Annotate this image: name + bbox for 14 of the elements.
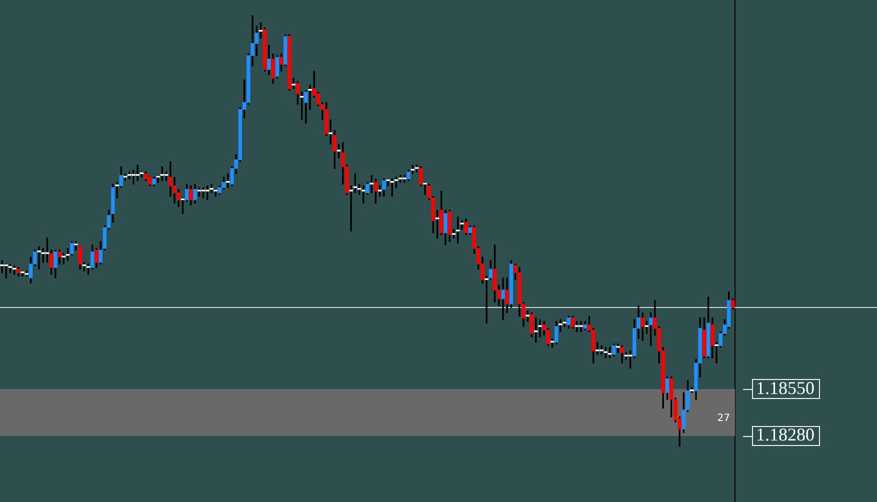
candlestick (714, 342, 718, 364)
candlestick (579, 321, 583, 332)
candlestick (600, 345, 604, 355)
band-label: 27 (717, 413, 730, 424)
candlestick (74, 241, 78, 250)
candlestick (132, 170, 136, 184)
candlestick (136, 164, 140, 181)
candlestick (596, 342, 600, 355)
candlestick (37, 246, 41, 270)
candlestick (0, 260, 4, 274)
y-tick-label: 1.18280 (756, 424, 814, 445)
y-tick-label: 1.18550 (756, 378, 814, 398)
candlestick (402, 175, 406, 183)
candlestick (501, 278, 505, 320)
